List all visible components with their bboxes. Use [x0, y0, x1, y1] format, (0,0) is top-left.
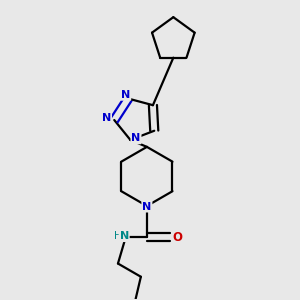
- Text: N: N: [120, 231, 129, 241]
- Text: N: N: [142, 202, 152, 212]
- Text: N: N: [121, 90, 130, 100]
- Text: O: O: [172, 231, 182, 244]
- Text: N: N: [102, 113, 111, 124]
- Text: H: H: [114, 231, 122, 241]
- Text: N: N: [131, 134, 141, 143]
